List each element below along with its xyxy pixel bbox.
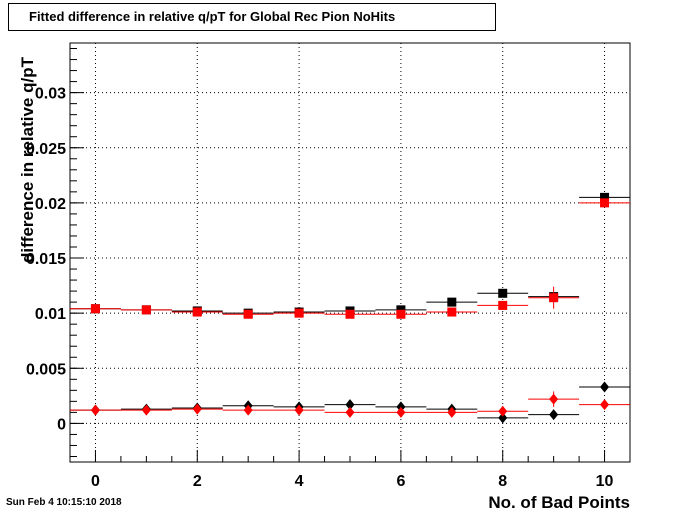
data-point-square <box>498 300 508 310</box>
series-0 <box>70 192 630 318</box>
data-point-square <box>243 309 253 319</box>
data-marks <box>70 192 630 424</box>
y-tick-label: 0.03 <box>35 86 66 103</box>
data-point-square <box>447 307 457 317</box>
data-point-diamond <box>549 393 559 405</box>
x-tick-label: 6 <box>396 473 405 490</box>
x-tick-label: 10 <box>596 473 614 490</box>
data-point-square <box>600 198 610 208</box>
x-tick-label: 0 <box>91 473 100 490</box>
data-point-square <box>90 304 100 314</box>
y-axis-label: difference in relative q/pT <box>18 57 37 263</box>
x-tick-label: 4 <box>295 473 304 490</box>
data-point-square <box>396 309 406 319</box>
x-tick-label: 8 <box>498 473 507 490</box>
y-tick-label: 0 <box>57 416 66 433</box>
data-point-square <box>294 308 304 318</box>
data-point-diamond <box>396 401 406 413</box>
data-point-diamond <box>90 404 100 416</box>
axis-ticks <box>69 48 631 462</box>
y-tick-label: 0.025 <box>26 141 66 158</box>
series-3 <box>70 391 630 418</box>
y-tick-label: 0.02 <box>35 196 66 213</box>
data-point-diamond <box>345 399 355 411</box>
data-point-square <box>447 297 457 307</box>
data-point-diamond <box>600 381 610 393</box>
data-point-square <box>498 288 508 298</box>
series-1 <box>70 198 630 319</box>
data-point-diamond <box>243 404 253 416</box>
data-point-diamond <box>447 406 457 418</box>
timestamp: Sun Feb 4 10:15:10 2018 <box>6 497 122 508</box>
data-point-diamond <box>396 406 406 418</box>
data-point-diamond <box>498 412 508 424</box>
data-point-diamond <box>141 404 151 416</box>
data-point-square <box>549 293 559 303</box>
x-axis-label: No. of Bad Points <box>488 493 630 512</box>
data-point-diamond <box>600 399 610 411</box>
x-tick-label: 2 <box>193 473 202 490</box>
axis-tick-labels: 0 2 4 6 8 10 0 0.005 0.01 0.015 0.02 0.025 0.03 <box>26 86 614 490</box>
y-tick-label: 0.01 <box>35 306 66 323</box>
data-point-diamond <box>498 405 508 417</box>
data-point-diamond <box>549 409 559 421</box>
data-point-square <box>192 307 202 317</box>
data-point-square <box>141 305 151 315</box>
y-tick-label: 0.005 <box>26 361 66 378</box>
chart-title: Fitted difference in relative q/pT for G… <box>8 3 496 31</box>
data-point-square <box>345 309 355 319</box>
y-tick-label: 0.015 <box>26 251 66 268</box>
data-point-diamond <box>192 403 202 415</box>
data-point-diamond <box>345 406 355 418</box>
data-point-square <box>600 192 610 202</box>
data-point-diamond <box>294 404 304 416</box>
